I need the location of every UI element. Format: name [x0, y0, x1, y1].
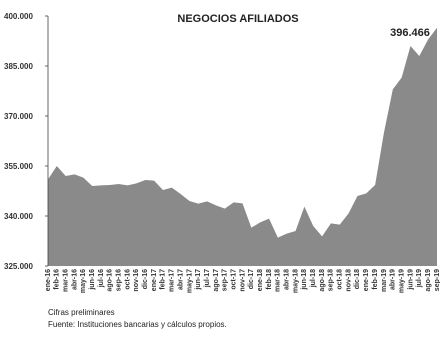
preliminary-note: Cifras preliminares: [48, 308, 115, 317]
x-tick-label: ene-18: [257, 269, 264, 291]
x-tick-label: ago-16: [107, 269, 114, 292]
x-tick-label: ago-19: [425, 269, 432, 292]
x-tick-label: ene-16: [45, 269, 52, 291]
x-tick-label: jun-19: [407, 269, 414, 291]
x-tick-label: feb-19: [372, 269, 379, 290]
y-tick-label: 400.000: [4, 12, 33, 21]
y-tick-label: 385.000: [4, 62, 33, 71]
x-tick-label: ene-17: [151, 269, 158, 291]
x-tick-label: abr-16: [71, 269, 78, 290]
x-tick-label: sep-18: [328, 269, 335, 291]
x-tick-label: jul-19: [416, 269, 423, 288]
x-tick-label: oct-17: [231, 269, 238, 290]
x-tick-label: may-18: [292, 269, 299, 293]
y-tick-label: 340.000: [4, 212, 33, 221]
x-tick-label: ene-19: [363, 269, 370, 291]
x-tick-label: mar-19: [381, 269, 388, 292]
x-tick-label: jul-17: [204, 269, 211, 288]
x-tick-label: sep-19: [434, 269, 440, 291]
x-tick-label: ago-18: [319, 269, 326, 292]
chart-title: NEGOCIOS AFILIADOS: [177, 13, 298, 25]
y-axis: 325.000 340.000 355.000 370.000 385.000 400.0…: [4, 12, 48, 271]
x-tick-label: feb-18: [266, 269, 273, 290]
last-value-label: 396.466: [390, 27, 430, 39]
x-tick-label: may-16: [80, 269, 87, 293]
x-tick-label: may-17: [186, 269, 193, 293]
y-tick-label: 325.000: [4, 262, 33, 271]
x-tick-label: sep-17: [222, 269, 229, 291]
x-tick-label: jun-16: [89, 269, 96, 291]
x-tick-label: nov-17: [239, 269, 246, 292]
x-tick-label: abr-17: [177, 269, 184, 290]
x-tick-label: mar-17: [169, 269, 176, 292]
x-tick-label: ago-17: [213, 269, 220, 292]
x-tick-label: mar-18: [275, 269, 282, 292]
x-tick-label: jul-18: [310, 269, 317, 288]
x-tick-label: sep-16: [116, 269, 123, 291]
x-tick-label: dic-18: [354, 269, 361, 289]
x-tick-label: mar-16: [63, 269, 70, 292]
x-tick-label: jun-17: [195, 269, 202, 291]
x-tick-label: nov-18: [345, 269, 352, 292]
x-axis: ene-16 feb-16 mar-16 abr-16 may-16 jun-16 jul-…: [45, 269, 440, 293]
x-tick-label: jun-18: [301, 269, 308, 291]
x-tick-label: may-19: [398, 269, 405, 293]
y-tick-label: 370.000: [4, 112, 33, 121]
y-tick-label: 355.000: [4, 162, 33, 171]
x-tick-label: jul-16: [98, 269, 105, 288]
x-tick-label: feb-16: [54, 269, 61, 290]
series-area: [48, 27, 437, 267]
x-tick-label: feb-17: [160, 269, 167, 290]
plot-area: [47, 16, 437, 267]
x-tick-label: dic-17: [248, 269, 255, 289]
x-tick-label: dic-16: [142, 269, 149, 289]
x-tick-label: oct-16: [124, 269, 131, 290]
x-tick-label: oct-18: [337, 269, 344, 290]
source-note: Fuente: Instituciones bancarias y cálcul…: [48, 320, 227, 329]
x-tick-label: abr-18: [284, 269, 291, 290]
x-tick-label: nov-16: [133, 269, 140, 292]
x-tick-label: abr-19: [390, 269, 397, 290]
